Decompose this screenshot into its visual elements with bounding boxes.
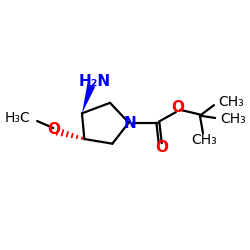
Text: CH₃: CH₃ xyxy=(218,95,244,109)
Polygon shape xyxy=(82,84,95,113)
Text: O: O xyxy=(171,100,184,115)
Text: CH₃: CH₃ xyxy=(192,133,218,147)
Text: O: O xyxy=(155,140,168,155)
Text: H₃C: H₃C xyxy=(5,111,30,125)
Text: N: N xyxy=(124,116,136,131)
Text: O: O xyxy=(48,122,60,137)
Text: H₂N: H₂N xyxy=(79,74,111,89)
Text: CH₃: CH₃ xyxy=(220,112,246,126)
